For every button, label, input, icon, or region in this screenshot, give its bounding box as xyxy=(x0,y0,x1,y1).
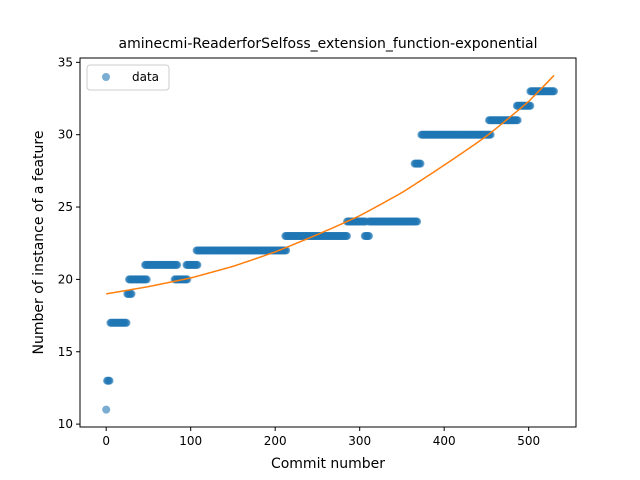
y-tick-label: 20 xyxy=(58,272,73,286)
data-points xyxy=(102,87,559,414)
data-point xyxy=(550,87,559,96)
data-point xyxy=(193,260,202,269)
data-point xyxy=(102,405,111,414)
data-point xyxy=(343,231,352,240)
y-tick-label: 25 xyxy=(58,200,73,214)
x-axis: 0 100 200 300 400 500 xyxy=(102,427,540,448)
data-point xyxy=(364,231,373,240)
x-tick-label: 400 xyxy=(433,434,456,448)
y-tick-label: 10 xyxy=(58,417,73,431)
data-point xyxy=(105,376,114,385)
data-point xyxy=(486,130,495,139)
x-tick-label: 500 xyxy=(517,434,540,448)
data-point xyxy=(413,217,422,226)
data-point xyxy=(127,289,136,298)
legend-marker xyxy=(102,73,110,81)
x-axis-label: Commit number xyxy=(271,456,385,472)
y-axis-label: Number of instance of a feature xyxy=(31,131,47,355)
legend: data xyxy=(86,64,170,91)
x-tick-label: 0 xyxy=(102,434,110,448)
y-axis: 10 15 20 25 30 35 xyxy=(58,55,80,431)
data-point xyxy=(416,159,425,168)
y-tick-label: 35 xyxy=(58,55,73,69)
data-point xyxy=(122,318,131,327)
data-point xyxy=(513,116,522,125)
data-point xyxy=(526,101,535,110)
data-point xyxy=(142,275,151,284)
x-tick-label: 100 xyxy=(179,434,202,448)
x-tick-label: 200 xyxy=(264,434,287,448)
fit-line xyxy=(106,74,555,295)
plot-area xyxy=(79,57,577,428)
chart-title: aminecmi-ReaderforSelfoss_extension_func… xyxy=(119,36,538,52)
plot-frame xyxy=(79,57,577,428)
y-tick-label: 15 xyxy=(58,345,73,359)
x-tick-label: 300 xyxy=(348,434,371,448)
legend-box xyxy=(86,64,170,91)
y-tick-label: 30 xyxy=(58,128,73,142)
legend-label: data xyxy=(132,70,159,84)
data-point xyxy=(173,260,182,269)
